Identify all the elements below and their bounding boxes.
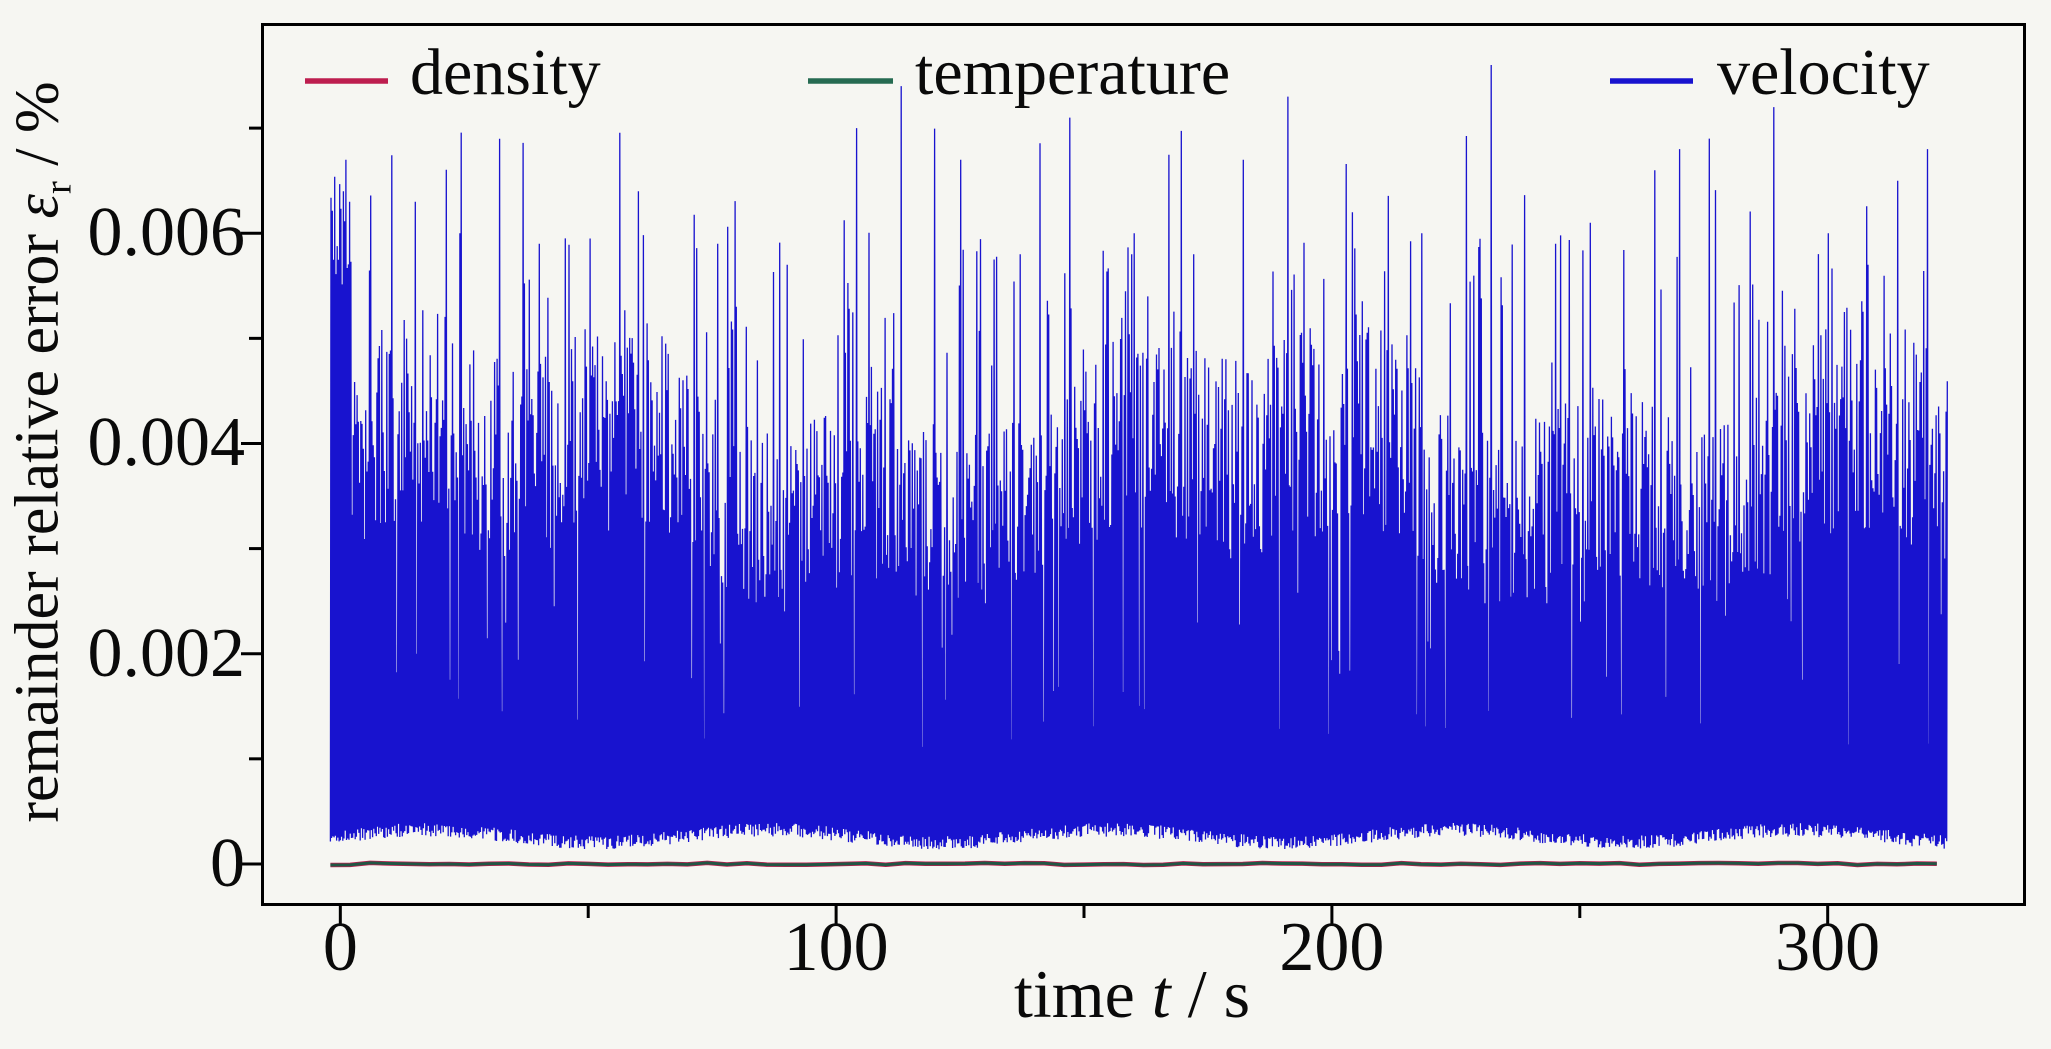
velocity-series-path — [329, 64, 1948, 850]
legend-label-density: density — [410, 36, 601, 109]
x-axis-label-suffix: / s — [1170, 956, 1251, 1032]
y-tick-label: 0.004 — [87, 404, 246, 482]
y-axis-label: remainder relative error εr / % — [3, 81, 91, 823]
y-axis-label-subscript: r — [37, 181, 80, 195]
x-tick-label: 0 — [322, 909, 358, 986]
y-tick-label: 0.002 — [87, 614, 246, 692]
x-tick-label: 100 — [783, 909, 889, 986]
legend-label-temperature: temperature — [915, 36, 1231, 109]
x-axis-label: time t / s — [1014, 958, 1250, 1030]
y-axis-label-variable: ε — [3, 194, 72, 219]
y-axis-label-prefix: remainder relative error — [3, 218, 72, 823]
temperature-series-path — [330, 861, 1937, 867]
y-tick-label: 0 — [210, 824, 245, 902]
legend-label-velocity: velocity — [1717, 36, 1930, 109]
x-tick-label: 200 — [1279, 909, 1385, 986]
y-axis-label-suffix: / % — [3, 81, 72, 182]
y-tick-label: 0.006 — [87, 194, 246, 272]
x-axis-label-prefix: time — [1013, 956, 1152, 1032]
axes-frame — [261, 23, 2026, 906]
x-axis-label-variable: t — [1151, 956, 1171, 1032]
x-tick-label: 300 — [1775, 909, 1881, 986]
